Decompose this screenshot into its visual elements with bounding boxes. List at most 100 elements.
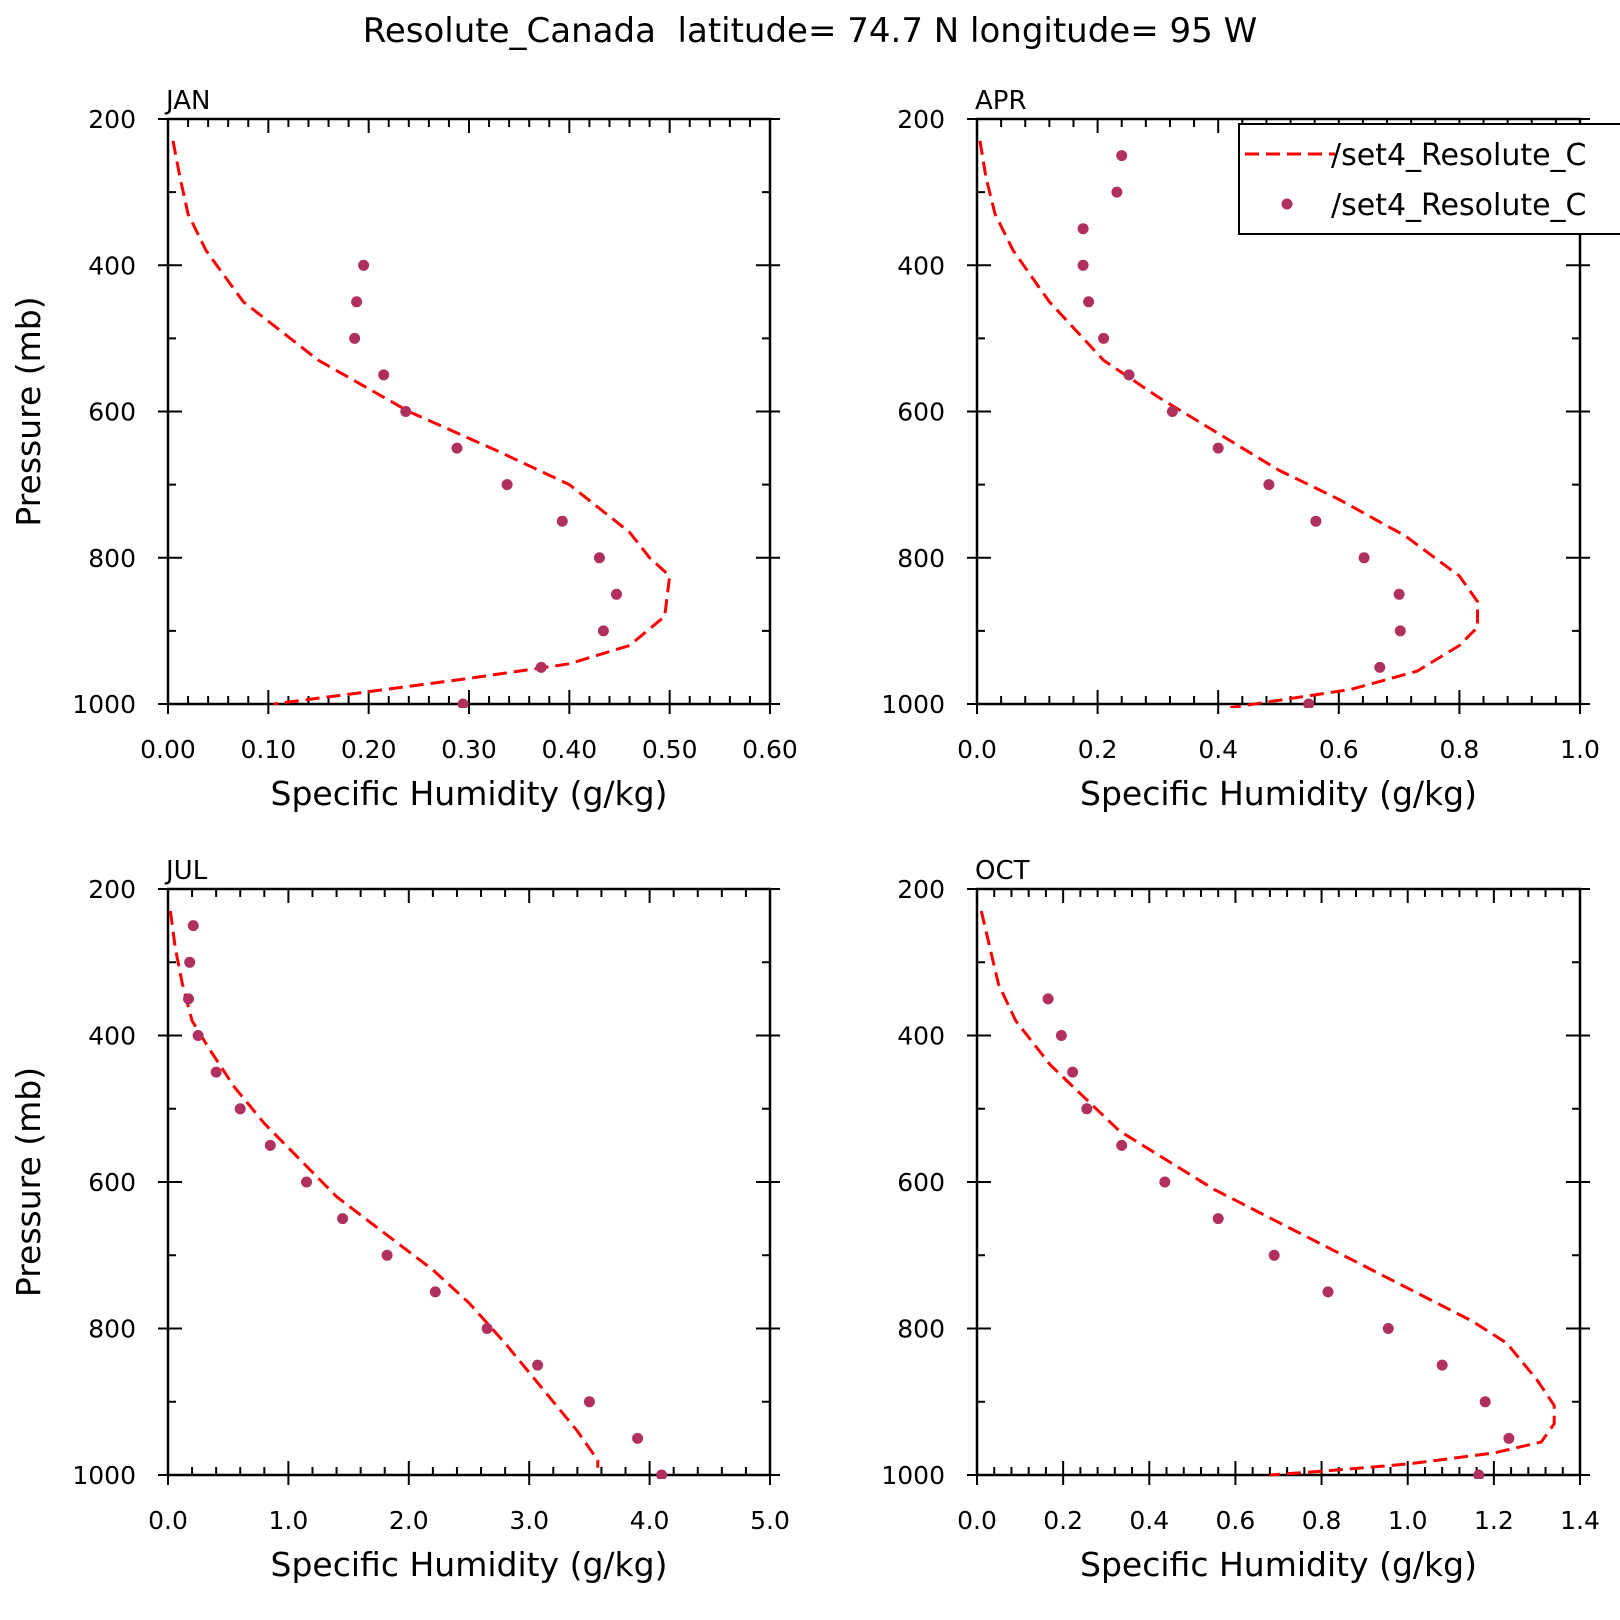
panel-apr-obs-point-550: [1123, 369, 1135, 381]
panel-jan-obs-point-950: [535, 661, 547, 673]
legend-dot-swatch: [1281, 198, 1293, 210]
panel-apr-ytick-label-800: 800: [897, 544, 945, 573]
panel-apr-obs-point-450: [1083, 296, 1095, 308]
panel-apr-xtick-label-0p2: 0.2: [1078, 735, 1118, 764]
panel-oct-ytick-label-800: 800: [897, 1315, 945, 1344]
panel-jan-xtick-label-0p3: 0.30: [441, 735, 497, 764]
panel-apr-xlabel: Specific Humidity (g/kg): [1080, 774, 1477, 813]
panel-jan: JAN 0.00 0.10 0.20 0.30 0.40 0.50 0.60 200 400 600…: [9, 86, 798, 813]
panel-jul-obs-point-450: [210, 1066, 222, 1078]
panel-jul-xtick-label-5: 5.0: [750, 1506, 790, 1535]
panel-oct-label: OCT: [975, 856, 1030, 886]
panel-jan-obs-point-900: [597, 625, 609, 637]
panel-oct-ytick-label-200: 200: [897, 875, 945, 904]
legend-box: [1238, 123, 1620, 235]
panel-jan-obs-point-550: [378, 369, 390, 381]
panel-jul-model-line: [168, 910, 600, 1468]
panel-jul-obs-point-550: [264, 1139, 276, 1151]
panel-jul-ytick-label-400: 400: [88, 1022, 136, 1051]
panel-jul-obs-point-250: [187, 920, 199, 932]
panel-jul-xtick-label-3: 3.0: [509, 1506, 549, 1535]
panel-oct: OCT 0.0 0.2 0.4 0.6 0.8 1.0 1.2 1.4 200 400 600 800 1…: [881, 856, 1600, 1584]
panel-oct-xtick-label-0: 0.0: [957, 1506, 997, 1535]
panel-jul-obs-point-900: [583, 1396, 595, 1408]
panel-oct-model-line: [979, 910, 1556, 1477]
panel-jul-label: JUL: [164, 856, 208, 886]
panel-jul-xlabel: Specific Humidity (g/kg): [271, 1545, 668, 1584]
panel-jan-xtick-label-0p1: 0.10: [240, 735, 296, 764]
panel-jan-obs-point-600: [400, 406, 412, 417]
panel-apr-ytick-label-600: 600: [897, 398, 945, 427]
panel-oct-xtick-label-0p8: 0.8: [1302, 1506, 1342, 1535]
panel-oct-obs-point-900: [1479, 1396, 1491, 1408]
panel-oct-obs-point-950: [1503, 1432, 1515, 1444]
panel-jan-label: JAN: [164, 86, 210, 116]
panel-oct-data: [979, 910, 1556, 1479]
panel-oct-obs-point-350: [1042, 993, 1054, 1005]
panel-apr-obs-point-1000: [1303, 698, 1315, 708]
panel-jan-ytick-label-600: 600: [88, 398, 136, 427]
panel-jan-ytick-label-200: 200: [88, 105, 136, 134]
legend-label-model: /set4_Resolute_C: [1331, 138, 1587, 173]
panel-jan-obs-point-750: [556, 515, 568, 527]
panel-jan-obs-point-700: [501, 479, 513, 491]
panel-oct-ytick-label-600: 600: [897, 1168, 945, 1197]
panel-oct-obs-point-750: [1322, 1286, 1334, 1298]
legend-label-obs: /set4_Resolute_C: [1331, 188, 1587, 223]
panel-jul-xtick-label-4: 4.0: [630, 1506, 670, 1535]
panel-apr-xtick-label-1: 1.0: [1560, 735, 1600, 764]
panel-apr-obs-point-600: [1166, 406, 1178, 417]
figure-title: Resolute_Canada latitude= 74.7 N longitu…: [363, 11, 1257, 51]
panel-apr-model-line: [978, 140, 1479, 708]
panel-jul-ytick-label-600: 600: [88, 1168, 136, 1197]
panel-apr-xtick-label-0p4: 0.4: [1198, 735, 1238, 764]
panel-oct-obs-point-700: [1268, 1249, 1280, 1261]
panel-oct-obs-point-500: [1081, 1103, 1093, 1115]
panel-jul-ytick-label-200: 200: [88, 875, 136, 904]
panel-jul-obs-point-300: [184, 956, 196, 968]
panel-apr-obs-point-500: [1098, 332, 1110, 344]
panel-jan-model-line: [171, 140, 672, 706]
panel-apr-obs-point-850: [1393, 588, 1405, 600]
panel-jul-obs-point-850: [532, 1359, 544, 1371]
panel-jul-ytick-label-800: 800: [88, 1315, 136, 1344]
panel-oct-xtick-label-0p2: 0.2: [1043, 1506, 1083, 1535]
panel-apr-data: [978, 140, 1479, 708]
panel-apr-ytick-label-1000: 1000: [881, 690, 945, 719]
panel-oct-ytick-label-1000: 1000: [881, 1461, 945, 1490]
panel-jan-data: [171, 140, 672, 708]
panel-jan-xtick-label-0p2: 0.20: [341, 735, 397, 764]
panel-apr-obs-point-400: [1077, 259, 1089, 271]
panel-apr-xtick-label-0p8: 0.8: [1440, 735, 1480, 764]
panel-jul-obs-point-750: [429, 1286, 441, 1298]
panel-oct-obs-point-850: [1436, 1359, 1448, 1371]
panel-jan-obs-point-800: [593, 552, 605, 564]
panel-jul-ytick-label-1000: 1000: [72, 1461, 136, 1490]
panel-jan-xtick-label-0p4: 0.40: [541, 735, 597, 764]
panel-jan-ylabel: Pressure (mb): [9, 296, 48, 526]
panel-apr-obs-point-650: [1212, 442, 1224, 454]
panel-jul-obs-point-950: [632, 1432, 644, 1444]
legend: /set4_Resolute_C/set4_Resolute_C: [1238, 123, 1620, 235]
panel-jul-obs-point-1000: [656, 1469, 668, 1479]
panel-jan-obs-point-450: [351, 296, 363, 308]
panel-apr-obs-point-300: [1111, 186, 1123, 198]
panel-jan-obs-point-400: [358, 259, 370, 271]
panel-apr-xtick-label-0: 0.0: [957, 735, 997, 764]
panel-oct-obs-point-400: [1055, 1030, 1067, 1041]
panel-jan-xlabel: Specific Humidity (g/kg): [271, 774, 668, 813]
panel-jul-frame: [166, 887, 772, 1477]
panel-jan-obs-point-500: [349, 332, 361, 344]
panel-oct-obs-point-600: [1159, 1176, 1171, 1188]
panel-jul-xtick-label-0: 0.0: [148, 1506, 188, 1535]
panel-jul-obs-point-800: [481, 1323, 493, 1334]
panels: JAN 0.00 0.10 0.20 0.30 0.40 0.50 0.60 200 400 600…: [9, 86, 1600, 1584]
panel-oct-xtick-label-1p2: 1.2: [1474, 1506, 1514, 1535]
panel-apr-obs-point-950: [1374, 661, 1386, 673]
panel-jan-ytick-label-400: 400: [88, 251, 136, 280]
panel-apr-label: APR: [975, 86, 1027, 116]
panel-oct-xlabel: Specific Humidity (g/kg): [1080, 1545, 1477, 1584]
panel-apr-obs-point-900: [1394, 625, 1406, 637]
panel-jan-ytick-label-1000: 1000: [72, 690, 136, 719]
